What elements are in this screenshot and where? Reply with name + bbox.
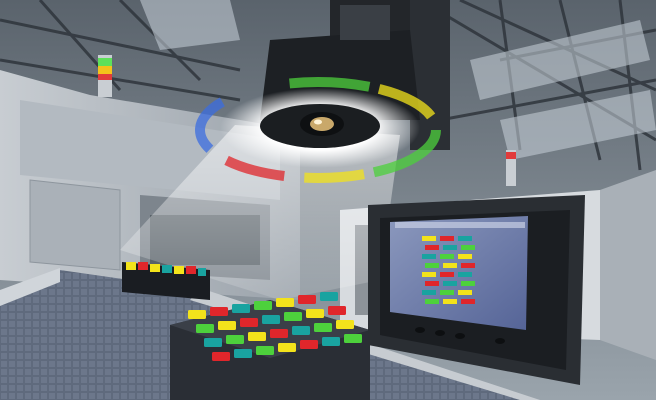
- screen-part: [440, 290, 454, 295]
- screen-part: [422, 236, 436, 241]
- monitor-buttons: [415, 327, 505, 344]
- part-block: [336, 320, 354, 329]
- part-block: [218, 321, 236, 330]
- screen-parts-display: [422, 236, 475, 304]
- screen-part: [458, 272, 472, 277]
- part-block: [226, 335, 244, 344]
- part-block: [284, 312, 302, 321]
- screen-part: [458, 254, 472, 259]
- part-block: [254, 301, 272, 310]
- part-block: [256, 346, 274, 355]
- part-block: [210, 307, 228, 316]
- part-block: [344, 334, 362, 343]
- monitor: [368, 195, 585, 385]
- screen-part: [425, 281, 439, 286]
- part-block: [322, 337, 340, 346]
- part-block: [196, 324, 214, 333]
- screen-part: [422, 290, 436, 295]
- screen-part: [440, 254, 454, 259]
- screen-part: [440, 236, 454, 241]
- part-block: [306, 309, 324, 318]
- screen-part: [461, 281, 475, 286]
- part-block: [262, 315, 280, 324]
- screen-part: [443, 281, 457, 286]
- part-block: [278, 343, 296, 352]
- part-block: [188, 310, 206, 319]
- screen-part: [461, 245, 475, 250]
- screen-part: [422, 272, 436, 277]
- rgb-light-ring: [195, 77, 441, 183]
- screen-part: [425, 245, 439, 250]
- parts-grid: [188, 292, 362, 361]
- part-block: [234, 349, 252, 358]
- signal-tower-right: [506, 150, 516, 186]
- screen-part: [425, 299, 439, 304]
- part-block: [300, 340, 318, 349]
- background-parts-tray: [122, 262, 210, 300]
- part-block: [276, 298, 294, 307]
- part-block: [270, 329, 288, 338]
- part-block: [248, 332, 266, 341]
- part-block: [240, 318, 258, 327]
- screen-part: [443, 299, 457, 304]
- part-block: [298, 295, 316, 304]
- part-block: [212, 352, 230, 361]
- light-beam: [120, 125, 400, 300]
- part-block: [320, 292, 338, 301]
- part-block: [292, 326, 310, 335]
- part-block: [314, 323, 332, 332]
- screen-part: [440, 272, 454, 277]
- part-block: [232, 304, 250, 313]
- part-block: [328, 306, 346, 315]
- camera-lens-icon: [300, 112, 344, 136]
- screen-part: [443, 245, 457, 250]
- screen-part: [458, 236, 472, 241]
- part-block: [204, 338, 222, 347]
- signal-tower-icon: [98, 55, 112, 97]
- screen-part: [425, 263, 439, 268]
- skylights: [140, 0, 656, 160]
- screen-part: [458, 290, 472, 295]
- screen-part: [461, 299, 475, 304]
- screen-part: [443, 263, 457, 268]
- screen-part: [422, 254, 436, 259]
- screen-part: [461, 263, 475, 268]
